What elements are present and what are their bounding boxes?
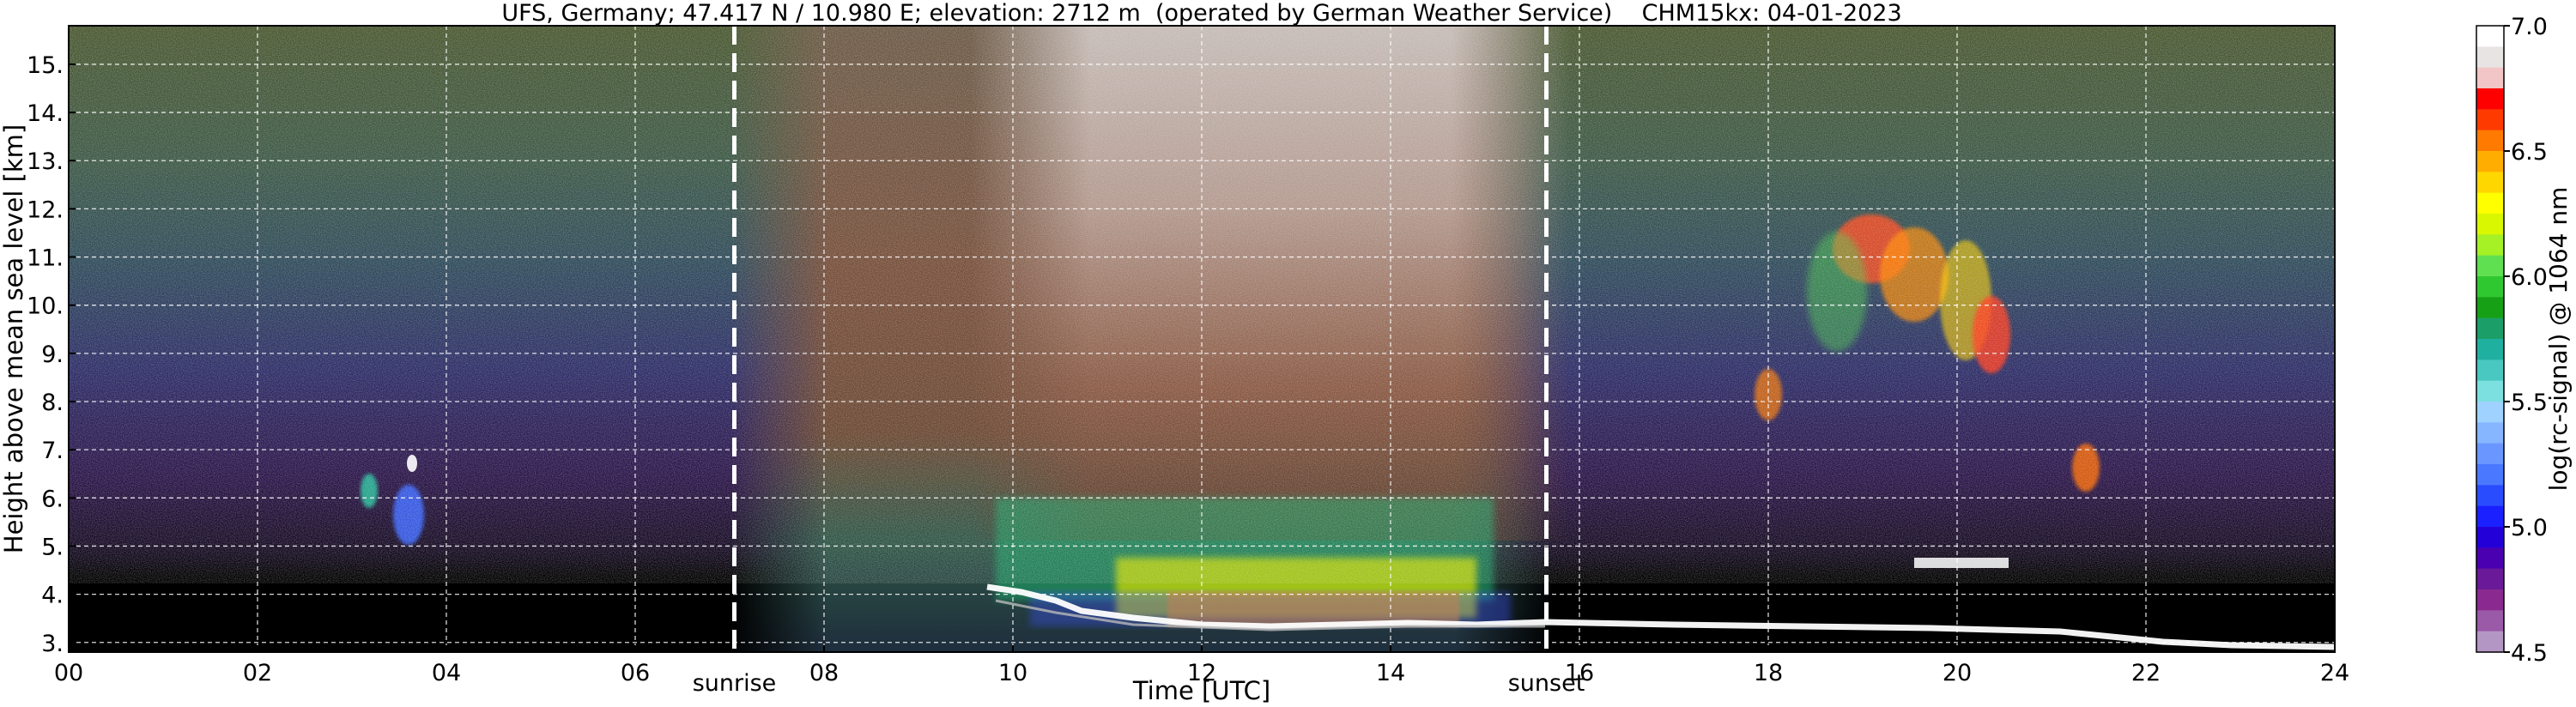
colorbar-step bbox=[2476, 422, 2504, 444]
y-tick-label: 10. bbox=[27, 293, 64, 320]
colorbar-step bbox=[2476, 464, 2504, 486]
y-tick-label: 8. bbox=[41, 390, 64, 416]
colorbar-step bbox=[2476, 568, 2504, 590]
colorbar-frame bbox=[2476, 25, 2505, 653]
y-tick-label: 13. bbox=[27, 148, 64, 175]
y-tick-label: 15. bbox=[27, 52, 64, 79]
colorbar-step bbox=[2476, 214, 2504, 235]
colorbar-step bbox=[2476, 151, 2504, 172]
colorbar-step bbox=[2476, 26, 2504, 47]
sunrise-label: sunrise bbox=[693, 670, 777, 697]
colorbar-step bbox=[2476, 360, 2504, 382]
colorbar-tick-label: 7.0 bbox=[2511, 14, 2548, 40]
colorbar-step bbox=[2476, 192, 2504, 215]
colorbar-step bbox=[2476, 380, 2504, 402]
y-tick-label: 3. bbox=[41, 631, 64, 657]
x-tick-label: 18 bbox=[1754, 660, 1783, 686]
y-tick-label: 4. bbox=[41, 583, 64, 609]
colorbar-step bbox=[2476, 443, 2504, 465]
x-tick-label: 04 bbox=[432, 660, 461, 686]
x-tick-label: 10 bbox=[998, 660, 1027, 686]
colorbar-tick-label: 6.0 bbox=[2511, 264, 2548, 291]
cloud-top-band bbox=[986, 583, 2335, 650]
colorbar-step bbox=[2476, 88, 2504, 110]
colorbar-step bbox=[2476, 234, 2504, 257]
x-tick-label: 14 bbox=[1376, 660, 1405, 686]
x-tick-label: 02 bbox=[243, 660, 272, 686]
colorbar-step bbox=[2476, 67, 2504, 89]
colorbar-step bbox=[2476, 276, 2504, 298]
colorbar-label: log(rc-signal) @ 1064 nm bbox=[2544, 187, 2573, 492]
y-tick-label: 14. bbox=[27, 100, 64, 127]
y-tick-label: 5. bbox=[41, 534, 64, 560]
colorbar-step bbox=[2476, 631, 2504, 653]
y-axis-label: Height above mean sea level [km] bbox=[0, 124, 28, 553]
colorbar-step bbox=[2476, 339, 2504, 360]
y-tick-label: 6. bbox=[41, 486, 64, 512]
colorbar-step bbox=[2476, 172, 2504, 194]
colorbar bbox=[2476, 25, 2505, 653]
colorbar-step bbox=[2476, 109, 2504, 131]
x-tick-label: 00 bbox=[54, 660, 83, 686]
colorbar-step bbox=[2476, 130, 2504, 152]
y-axis-ticks: 3. 4. 5. 6. 7. 8. 9. 10. 11. 12. 13. 14. 15. bbox=[27, 52, 76, 657]
y-tick-label: 9. bbox=[41, 341, 64, 368]
annotations: sunrise sunset bbox=[693, 670, 1585, 697]
x-tick-label: 12 bbox=[1187, 660, 1216, 686]
colorbar-step bbox=[2476, 297, 2504, 319]
x-tick-label: 06 bbox=[621, 660, 650, 686]
chart-title: UFS, Germany; 47.417 N / 10.980 E; eleva… bbox=[501, 0, 1901, 27]
x-axis-label: Time [UTC] bbox=[1132, 676, 1270, 705]
sunset-label: sunset bbox=[1508, 670, 1585, 697]
colorbar-ticks: 7.0 6.5 6.0 5.5 5.0 4.5 bbox=[2504, 14, 2548, 667]
colorbar-step bbox=[2476, 589, 2504, 611]
colorbar-step bbox=[2476, 46, 2504, 69]
colorbar-tick-label: 5.0 bbox=[2511, 515, 2548, 541]
grid bbox=[69, 26, 2335, 652]
x-tick-label: 08 bbox=[809, 660, 839, 686]
colorbar-step bbox=[2476, 505, 2504, 528]
y-tick-label: 7. bbox=[41, 438, 64, 464]
colorbar-step bbox=[2476, 527, 2504, 548]
x-tick-label: 20 bbox=[1943, 660, 1972, 686]
colorbar-step bbox=[2476, 485, 2504, 507]
x-tick-label: 24 bbox=[2320, 660, 2349, 686]
colorbar-tick-label: 6.5 bbox=[2511, 139, 2548, 166]
x-tick-label: 16 bbox=[1565, 660, 1594, 686]
colorbar-tick-label: 4.5 bbox=[2511, 640, 2548, 667]
colorbar-step bbox=[2476, 255, 2504, 277]
colorbar-tick-label: 5.5 bbox=[2511, 390, 2548, 416]
colorbar-step bbox=[2476, 317, 2504, 340]
colorbar-step bbox=[2476, 547, 2504, 570]
sun-lines bbox=[732, 26, 1549, 652]
colorbar-step bbox=[2476, 610, 2504, 632]
y-tick-label: 12. bbox=[27, 196, 64, 223]
x-tick-label: 22 bbox=[2131, 660, 2161, 686]
y-tick-label: 11. bbox=[27, 245, 64, 272]
x-axis-ticks: 00 02 04 06 08 10 12 14 16 18 20 22 24 bbox=[54, 645, 2349, 686]
colorbar-step bbox=[2476, 402, 2504, 423]
